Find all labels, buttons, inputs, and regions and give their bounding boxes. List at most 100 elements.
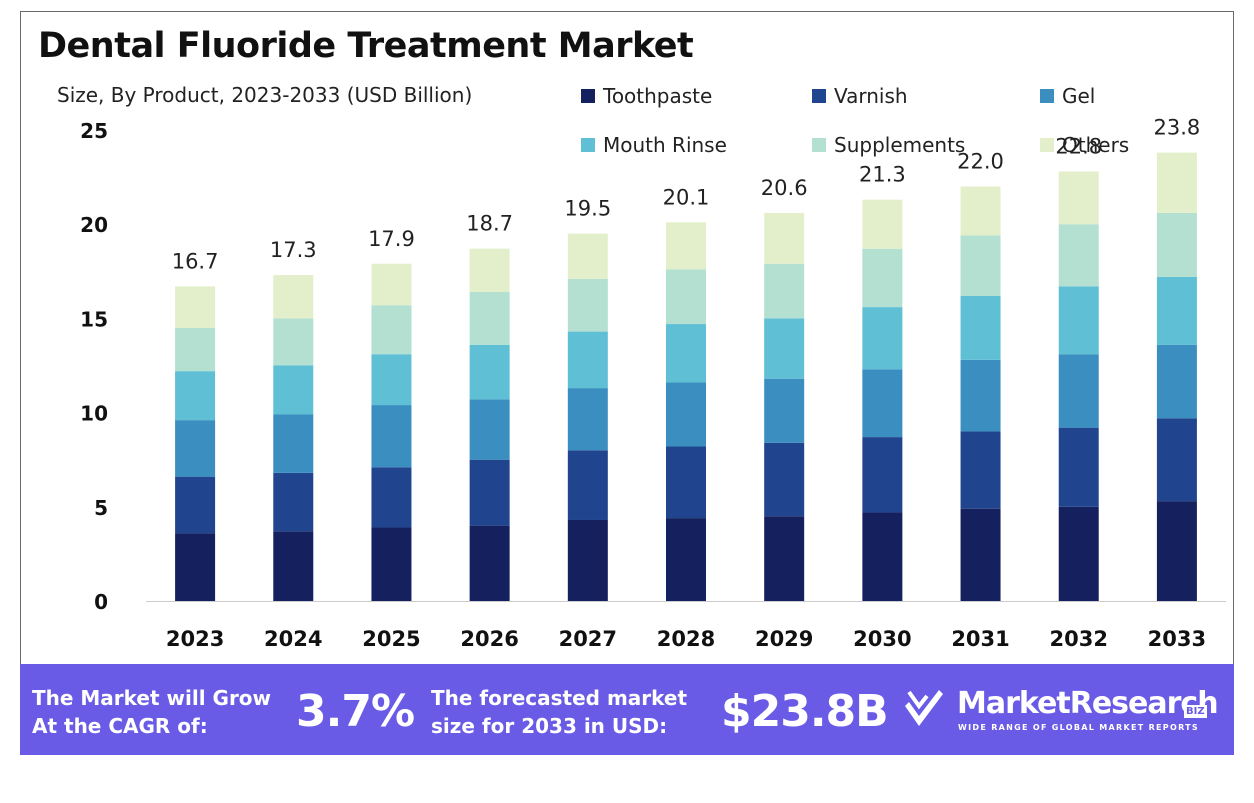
y-tick-label: 20 [80,213,108,237]
bar-segment-varnish [960,431,1001,509]
bar-total-label: 22.0 [957,150,1004,174]
bar-segment-gel [1058,354,1099,428]
bar-segment-gel [175,420,216,477]
chart-subtitle: Size, By Product, 2023-2033 (USD Billion… [57,83,473,107]
legend-label: Others [1062,133,1130,157]
bar-total-label: 23.8 [1154,116,1201,140]
bar-segment-gel [960,359,1001,432]
bar-total-label: 16.7 [172,249,219,273]
bar-segment-varnish [862,437,903,513]
bar-segment-supplements [960,235,1001,296]
bar-segment-varnish [273,472,314,532]
legend-item-gel: Gel [1040,84,1095,108]
stacked-bar-chart: 051015202516.7202317.3202417.9202518.720… [80,116,1226,651]
bar-segment-toothpaste [1058,506,1099,601]
bar-segment-gel [567,388,608,451]
bar-segment-toothpaste [666,518,706,601]
bar-segment-supplements [764,263,805,319]
bar-segment-varnish [175,476,216,534]
legend-item-varnish: Varnish [812,84,908,108]
bar-segment-others [862,199,903,249]
bar-segment-gel [764,378,805,443]
x-tick-label: 2031 [951,627,1009,651]
bar-segment-others [1156,152,1197,213]
legend-label: Gel [1062,84,1096,108]
bar-segment-varnish [764,442,805,517]
bar-segment-supplements [469,292,510,345]
bar-segment-varnish [567,450,608,520]
bar-segment-toothpaste [764,516,805,601]
cagr-label: The Market will Grow At the CAGR of: [32,684,271,740]
x-tick-label: 2023 [166,627,224,651]
bar-segment-mouth-rinse [1156,276,1197,345]
y-tick-label: 15 [80,307,108,331]
y-tick-label: 5 [94,496,108,520]
bar-segment-gel [469,399,510,460]
bar-total-label: 20.1 [663,185,710,209]
bar-segment-toothpaste [175,533,216,601]
bar-segment-varnish [1156,418,1197,502]
bar-segment-others [175,286,216,328]
bar-segment-mouth-rinse [666,324,706,383]
legend-swatch [1040,138,1054,152]
bar-total-label: 17.9 [368,227,415,251]
x-tick-label: 2029 [755,627,813,651]
y-tick-label: 25 [80,119,108,143]
x-tick-label: 2027 [559,627,617,651]
legend-item-supplements: Supplements [812,133,965,157]
bar-segment-others [764,212,805,264]
x-tick-label: 2024 [264,627,322,651]
x-tick-label: 2026 [460,627,518,651]
bar-segment-supplements [1058,224,1099,287]
legend-swatch [812,138,826,152]
bar-segment-mouth-rinse [567,331,608,389]
legend-swatch [1040,89,1054,103]
bar-total-label: 22.8 [1055,134,1102,158]
legend-label: Supplements [834,133,966,157]
forecast-label: The forecasted market size for 2033 in U… [431,684,687,740]
legend-label: Mouth Rinse [603,133,727,157]
bar-segment-others [469,248,510,293]
bar-segment-supplements [567,278,608,332]
bar-segment-mouth-rinse [960,295,1001,360]
cagr-value: 3.7% [296,686,415,737]
bar-total-label: 20.6 [761,176,808,200]
x-tick-label: 2028 [657,627,715,651]
chart-title: Dental Fluoride Treatment Market [38,26,694,66]
bar-segment-mouth-rinse [371,354,412,406]
bar-segment-others [273,275,314,319]
bar-segment-varnish [371,467,412,528]
x-tick-label: 2030 [853,627,911,651]
summary-footer: The Market will Grow At the CAGR of: 3.7… [20,664,1234,755]
forecast-label-line1: The forecasted market [431,686,688,710]
bar-segment-mouth-rinse [175,371,216,421]
x-tick-label: 2025 [362,627,420,651]
bar-segment-gel [862,369,903,438]
bar-segment-varnish [1058,427,1099,507]
bar-segment-supplements [371,305,412,355]
bar-segment-mouth-rinse [273,365,314,415]
y-tick-label: 10 [80,402,108,426]
bar-segment-mouth-rinse [764,318,805,379]
bar-segment-mouth-rinse [862,307,903,370]
bar-segment-others [371,263,412,306]
bar-segment-toothpaste [567,519,608,601]
chart-card [20,11,1234,755]
brand-logo-icon [905,690,943,726]
bar-segment-others [1058,171,1099,225]
bar-segment-others [666,222,706,270]
bar-segment-supplements [273,318,314,366]
bar-total-label: 19.5 [564,197,611,221]
bar-segment-varnish [666,446,706,519]
bar-segment-mouth-rinse [1058,286,1099,355]
bar-segment-mouth-rinse [469,344,510,400]
bar-segment-toothpaste [273,531,314,601]
legend-swatch [581,138,595,152]
bar-segment-toothpaste [469,525,510,601]
forecast-label-line2: size for 2033 in USD: [431,714,668,738]
bar-segment-toothpaste [960,508,1001,601]
x-tick-label: 2033 [1148,627,1206,651]
bar-segment-gel [666,382,706,447]
brand-name: MarketResearch [957,686,1219,721]
legend-item-others: Others [1040,133,1129,157]
